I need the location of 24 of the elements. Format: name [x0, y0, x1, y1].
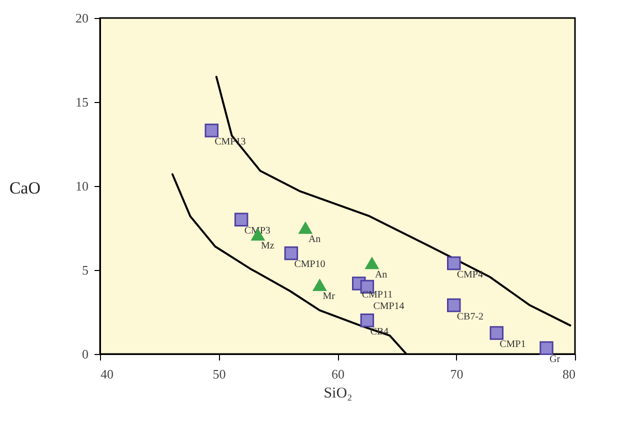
y-tick-label: 0 — [82, 346, 88, 362]
data-label: CMP11 — [362, 289, 393, 300]
y-tick-label: 5 — [82, 262, 88, 278]
x-tick-label: 70 — [450, 366, 464, 382]
data-label: Mz — [260, 240, 275, 252]
data-label: Mr — [322, 291, 336, 302]
x-tick-label: 60 — [332, 366, 344, 382]
y-tick-label: 10 — [76, 178, 88, 194]
x-tick-label: 40 — [100, 366, 114, 382]
y-tick-label: 20 — [76, 10, 88, 26]
data-label: CMP10 — [294, 259, 326, 270]
data-label: CMP1 — [500, 339, 526, 350]
y-tick-label: 15 — [76, 94, 88, 110]
data-label: CB7-2 — [456, 311, 484, 322]
y-axis-title: CaO — [9, 178, 40, 198]
data-label: An — [308, 234, 321, 245]
data-label: CMP14 — [373, 300, 404, 312]
data-label: CMP4 — [456, 269, 483, 280]
data-label: Gr — [550, 354, 561, 366]
x-tick-label: 80 — [562, 366, 576, 382]
line-series — [215, 76, 572, 326]
x-axis-title: SiO₂ — [324, 386, 352, 402]
x-tick-label: 50 — [212, 366, 226, 382]
data-label: An — [374, 269, 388, 280]
